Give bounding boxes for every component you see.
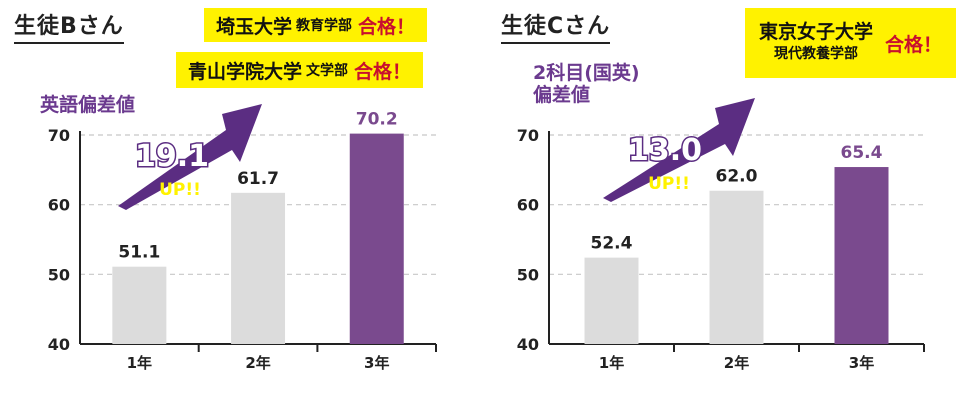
university-name: 東京女子大学	[759, 21, 874, 43]
x-tick-label: 2年	[724, 354, 749, 372]
growth-arrow	[118, 104, 262, 210]
y-tick-label: 60	[48, 196, 70, 215]
gain-number: 13.0	[628, 133, 702, 168]
y-tick-label: 50	[517, 265, 539, 284]
bar	[584, 257, 639, 344]
student-b-panel: 生徒Bさん 埼玉大学 教育学部 合格！ 青山学院大学 文学部 合格！ 英語偏差値…	[0, 0, 487, 409]
data-label: 62.0	[716, 167, 758, 187]
data-label: 61.7	[237, 169, 279, 189]
bar-chart: 40 50 60 70 51.1 1年 61.7 2年 70.2 3年 19.1 UP!!	[48, 104, 437, 372]
pass-label: 合格！	[358, 15, 416, 38]
faculty-name: 現代教養学部	[774, 46, 858, 62]
y-tick-label: 70	[517, 126, 539, 145]
y-tick-label: 60	[517, 196, 539, 215]
y-axis-label: 2科目(国英) 偏差値	[533, 62, 640, 106]
bar	[834, 167, 889, 344]
bar-chart: 40 50 60 70 52.4 1年 62.0 2年 65.4 3年 13.0 UP!!	[517, 98, 925, 372]
x-tick-label: 2年	[245, 354, 270, 372]
y-tick-label: 40	[48, 335, 70, 354]
faculty-name: 教育学部	[296, 18, 353, 34]
gain-number: 19.1	[135, 139, 209, 174]
x-tick-label: 3年	[364, 354, 389, 372]
pass-label: 合格！	[354, 60, 412, 83]
university-block: 東京女子大学 現代教養学部	[759, 21, 873, 65]
university-name: 青山学院大学	[188, 60, 303, 83]
x-tick-label: 1年	[599, 354, 624, 372]
bar	[349, 133, 404, 344]
student-c-panel: 生徒Cさん 東京女子大学 現代教養学部 合格！ 2科目(国英) 偏差値 40 50…	[487, 0, 974, 409]
gain-up-label: UP!!	[648, 174, 690, 194]
university-name: 埼玉大学	[216, 15, 293, 38]
y-axis-label: 英語偏差値	[40, 94, 136, 116]
student-name: 生徒Cさん	[501, 8, 611, 44]
y-tick-label: 50	[48, 265, 70, 284]
x-tick-label: 1年	[127, 354, 152, 372]
growth-arrow	[603, 98, 755, 202]
pass-tag: 東京女子大学 現代教養学部 合格！	[745, 8, 957, 78]
data-label: 51.1	[118, 243, 160, 263]
pass-tag: 埼玉大学 教育学部 合格！	[204, 8, 428, 42]
pass-tag: 青山学院大学 文学部 合格！	[176, 52, 424, 88]
bar	[112, 266, 167, 344]
pass-label: 合格！	[885, 33, 943, 56]
y-tick-label: 70	[48, 126, 70, 145]
y-tick-label: 40	[517, 335, 539, 354]
bar	[709, 190, 764, 344]
student-name: 生徒Bさん	[14, 8, 124, 44]
bar	[231, 192, 286, 344]
data-label: 52.4	[591, 234, 633, 254]
x-tick-label: 3年	[849, 354, 874, 372]
data-label: 70.2	[356, 110, 398, 130]
data-label: 65.4	[841, 143, 883, 163]
gain-up-label: UP!!	[159, 180, 201, 200]
faculty-name: 文学部	[306, 63, 349, 79]
